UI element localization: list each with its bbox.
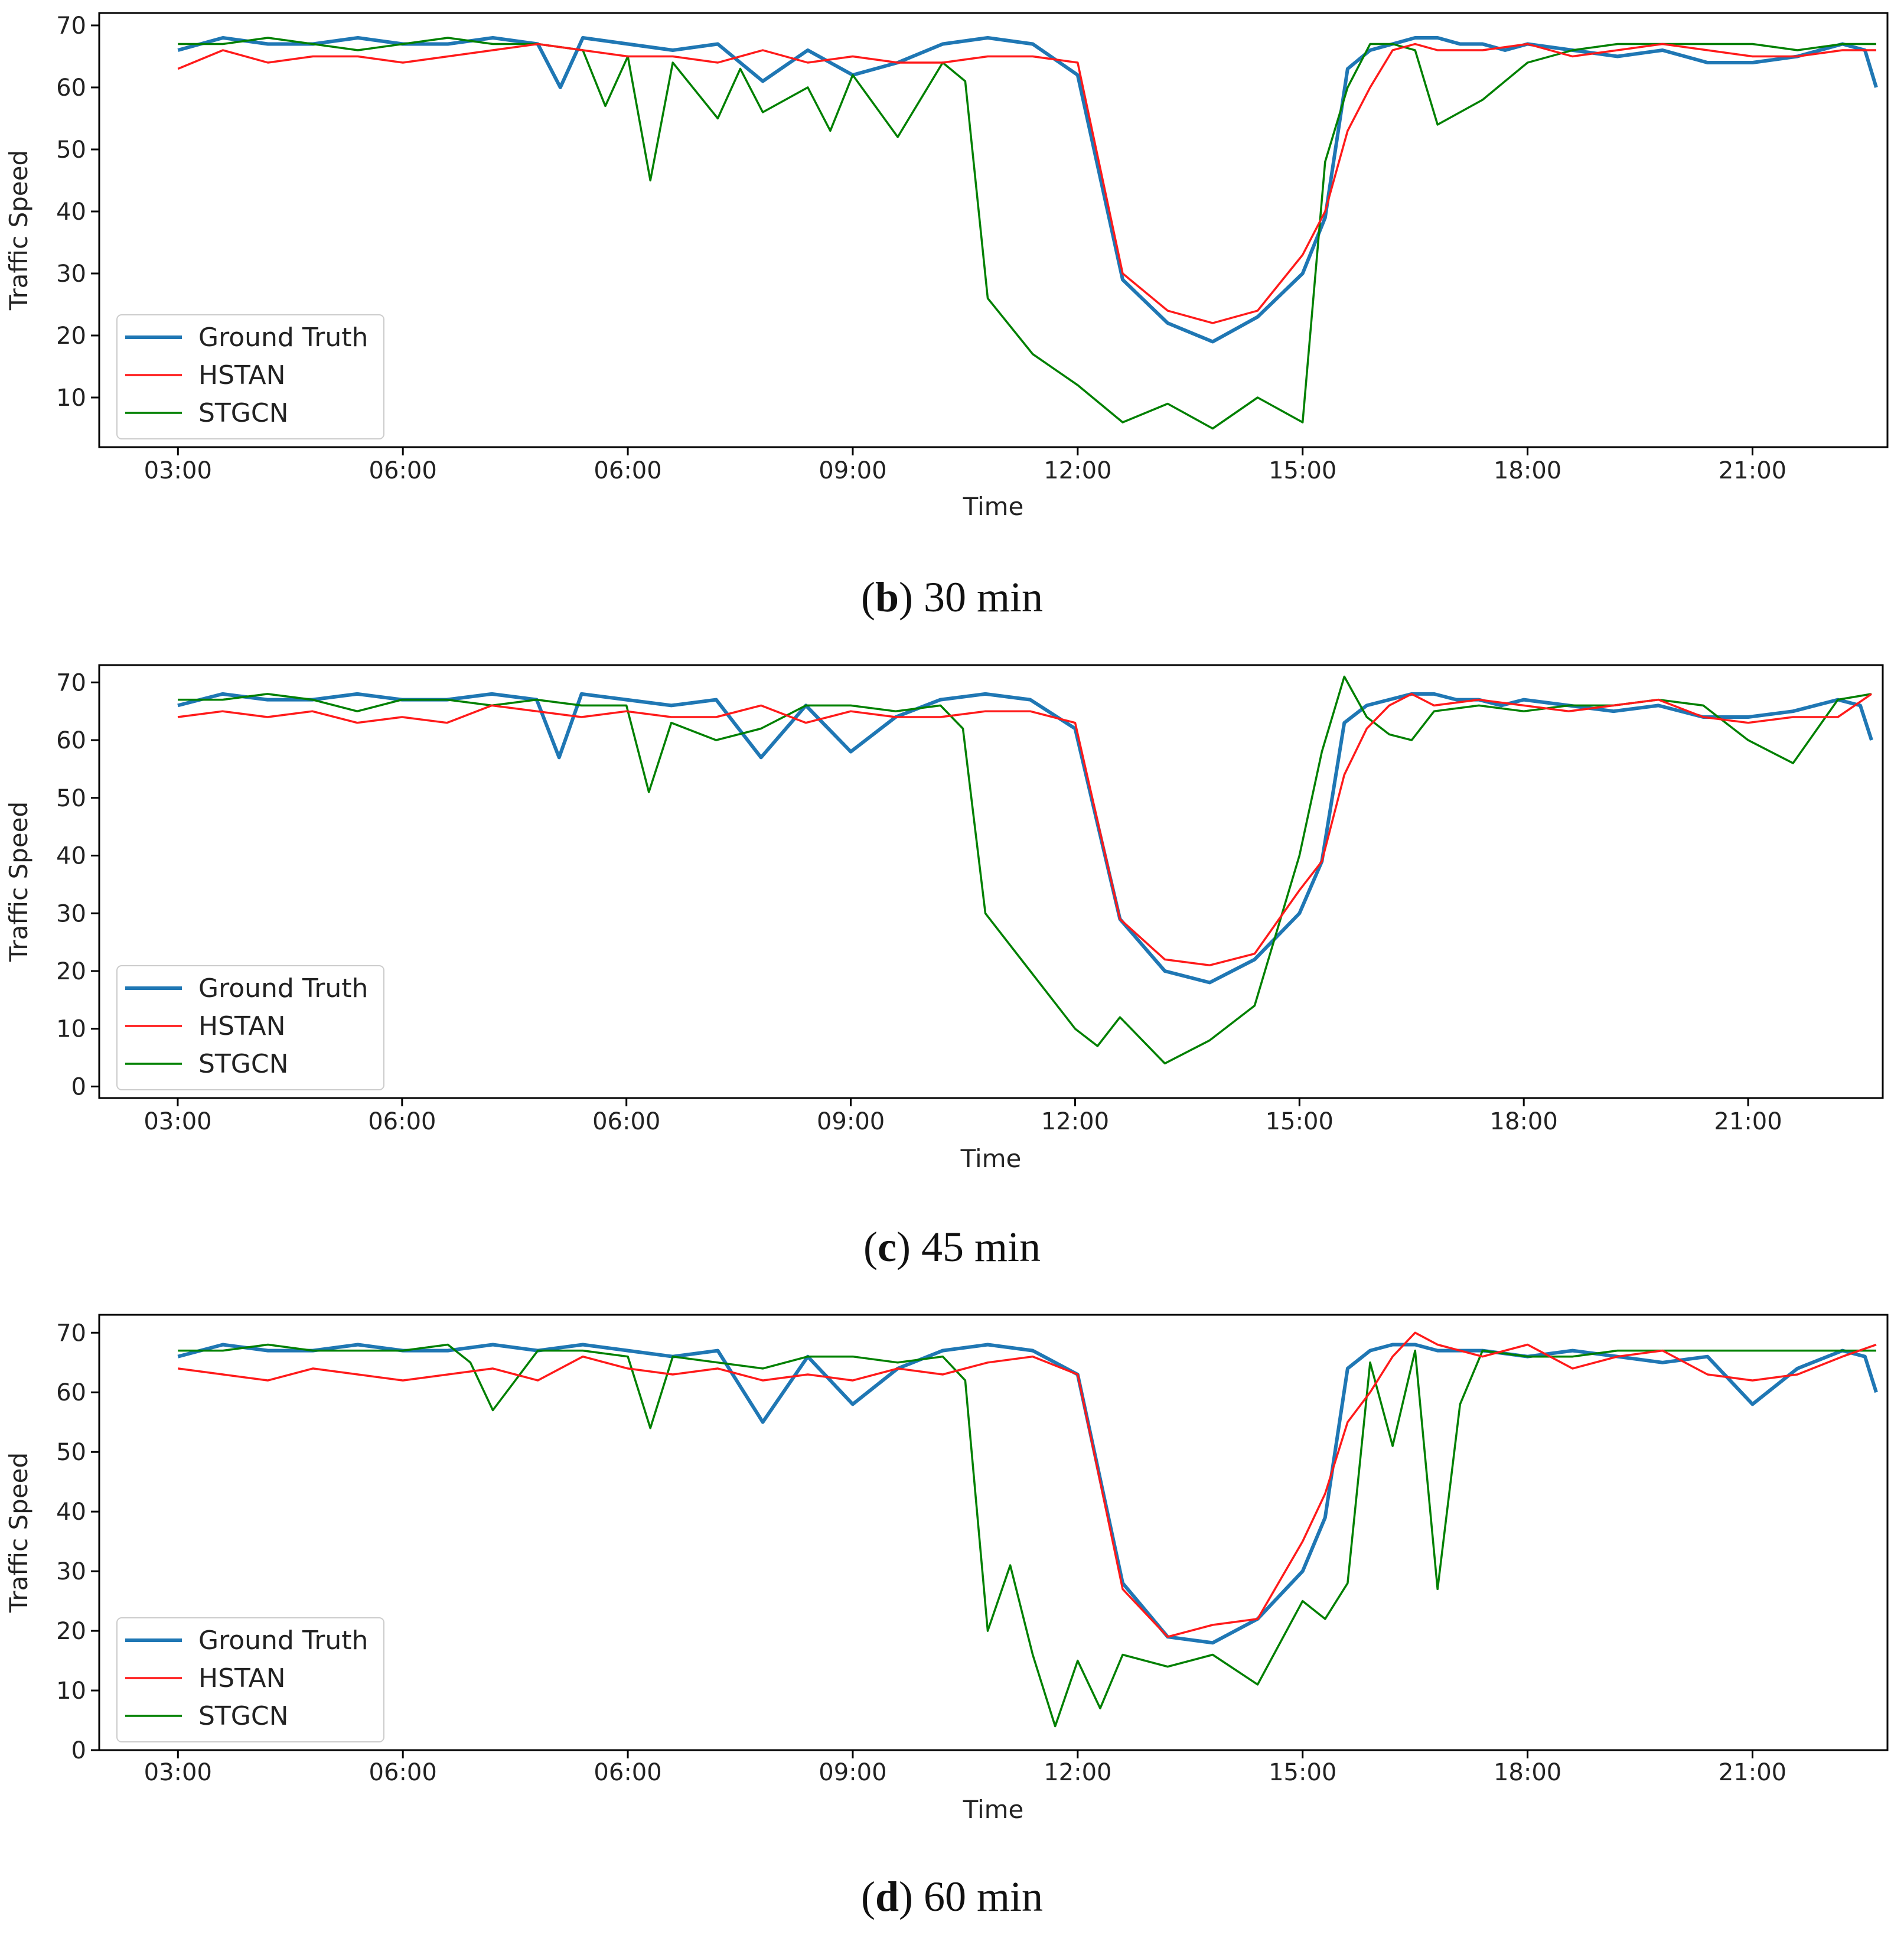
y-tick-label: 20 — [56, 1618, 86, 1645]
x-tick-label: 21:00 — [1719, 1759, 1786, 1786]
series-line-hstan — [177, 693, 1872, 966]
y-tick-label: 60 — [56, 74, 86, 102]
series-line-stgcn — [178, 1343, 1876, 1728]
caption-b-text: 30 min — [924, 574, 1044, 621]
x-tick-label: 03:00 — [144, 1108, 211, 1135]
x-tick-label: 18:00 — [1490, 1108, 1558, 1135]
series-lines — [177, 36, 1878, 430]
x-axis-label: Time — [963, 492, 1024, 521]
caption-d-letter: d — [875, 1873, 899, 1920]
y-axis-label: Traffic Speed — [4, 1452, 33, 1613]
x-tick-label: 12:00 — [1044, 1759, 1111, 1786]
y-tick-label: 40 — [56, 198, 86, 226]
series-line-stgcn — [178, 37, 1876, 430]
y-tick-label: 30 — [56, 1558, 86, 1585]
y-tick-label: 10 — [56, 1677, 86, 1705]
legend-label-ground-truth: Ground Truth — [198, 973, 368, 1004]
y-tick-label: 70 — [56, 669, 86, 696]
x-tick-label: 06:00 — [594, 1759, 661, 1786]
x-tick-label: 06:00 — [592, 1108, 660, 1135]
caption-c-text: 45 min — [921, 1223, 1041, 1271]
legend-label-ground-truth: Ground Truth — [198, 322, 368, 353]
y-tick-label: 50 — [56, 1439, 86, 1466]
x-tick-label: 21:00 — [1714, 1108, 1782, 1135]
caption-c-letter: c — [878, 1223, 896, 1271]
y-tick-label: 30 — [56, 260, 86, 288]
y-tick-label: 0 — [71, 1737, 86, 1764]
plot-frame — [98, 12, 1889, 448]
y-tick-label: 40 — [56, 1499, 86, 1526]
series-line-ground-truth — [177, 1343, 1878, 1645]
x-tick-label: 18:00 — [1494, 1759, 1561, 1786]
chart-panel-d: 0 10 20 30 40 50 60 70 03:00 06:00 06:00 09:00 12:00… — [0, 1299, 1904, 1931]
y-tick-label: 10 — [56, 385, 86, 412]
legend-label-hstan: HSTAN — [198, 1663, 286, 1693]
series-lines — [177, 1331, 1878, 1728]
x-tick-label: 18:00 — [1494, 457, 1561, 484]
chart-svg-d: 0 10 20 30 40 50 60 70 03:00 06:00 06:00 09:00 12:00… — [4, 1314, 1889, 1824]
legend-label-hstan: HSTAN — [198, 360, 286, 390]
y-tick-label: 30 — [56, 900, 86, 927]
x-tick-label: 09:00 — [819, 1759, 886, 1786]
x-tick-label: 12:00 — [1041, 1108, 1109, 1135]
x-tick-label: 03:00 — [144, 457, 212, 484]
x-tick-label: 12:00 — [1044, 457, 1111, 484]
y-tick-label: 0 — [71, 1073, 86, 1100]
x-axis-label: Time — [963, 1795, 1024, 1824]
legend-label-stgcn: STGCN — [198, 1701, 289, 1731]
x-tick-label: 06:00 — [594, 457, 661, 484]
x-tick-label: 15:00 — [1266, 1108, 1334, 1135]
y-tick-label: 70 — [56, 1320, 86, 1347]
y-tick-label: 20 — [56, 322, 86, 350]
y-tick-label: 10 — [56, 1016, 86, 1043]
plot-frame — [98, 664, 1884, 1099]
x-tick-label: 06:00 — [369, 1759, 437, 1786]
chart-panel-b: 10 20 30 40 50 60 70 03:00 06:00 06:00 09:00 12:00 1… — [0, 0, 1904, 626]
x-tick-label: 21:00 — [1719, 457, 1786, 484]
x-tick-label: 09:00 — [819, 457, 886, 484]
x-tick-label: 06:00 — [368, 1108, 436, 1135]
caption-b-letter: b — [875, 574, 899, 621]
caption-d: (d) 60 min — [860, 1873, 1044, 1920]
caption-c: (c) 45 min — [863, 1223, 1041, 1271]
y-tick-label: 50 — [56, 136, 86, 164]
series-line-ground-truth — [177, 36, 1878, 344]
legend-box — [116, 965, 384, 1090]
legend-box — [116, 314, 384, 439]
y-axis-label: Traffic Speed — [4, 802, 33, 962]
series-line-stgcn — [178, 675, 1872, 1065]
series-line-hstan — [177, 43, 1876, 324]
legend-label-ground-truth: Ground Truth — [198, 1625, 368, 1656]
plot-frame — [98, 1314, 1889, 1751]
legend: Ground Truth HSTAN STGCN — [116, 1617, 384, 1742]
legend-label-stgcn: STGCN — [198, 398, 289, 428]
legend: Ground Truth HSTAN STGCN — [116, 965, 384, 1090]
x-tick-label: 09:00 — [817, 1108, 885, 1135]
y-tick-label: 60 — [56, 1379, 86, 1406]
legend-label-hstan: HSTAN — [198, 1011, 286, 1041]
legend: Ground Truth HSTAN STGCN — [116, 314, 384, 439]
chart-svg-c: 0 10 20 30 40 50 60 70 03:00 06:00 06:00 09:00 12:00… — [4, 664, 1884, 1173]
x-tick-label: 06:00 — [369, 457, 437, 484]
x-tick-label: 15:00 — [1269, 1759, 1336, 1786]
chart-panel-c: 0 10 20 30 40 50 60 70 03:00 06:00 06:00 09:00 12:00… — [0, 650, 1904, 1282]
y-tick-label: 50 — [56, 785, 86, 812]
series-line-ground-truth — [177, 692, 1873, 985]
legend-box — [116, 1617, 384, 1742]
x-tick-label: 03:00 — [144, 1759, 212, 1786]
y-axis-label: Traffic Speed — [4, 150, 33, 311]
y-tick-label: 60 — [56, 727, 86, 754]
caption-b: (b) 30 min — [860, 574, 1044, 621]
legend-label-stgcn: STGCN — [198, 1049, 289, 1079]
y-tick-label: 40 — [56, 843, 86, 870]
y-tick-label: 20 — [56, 958, 86, 985]
y-tick-label: 70 — [56, 12, 86, 40]
x-tick-label: 15:00 — [1269, 457, 1336, 484]
series-line-hstan — [178, 1331, 1877, 1638]
series-lines — [177, 675, 1873, 1065]
x-axis-label: Time — [960, 1144, 1022, 1173]
chart-svg-b: 10 20 30 40 50 60 70 03:00 06:00 06:00 09:00 12:00 1… — [4, 12, 1889, 521]
caption-d-text: 60 min — [924, 1873, 1044, 1920]
